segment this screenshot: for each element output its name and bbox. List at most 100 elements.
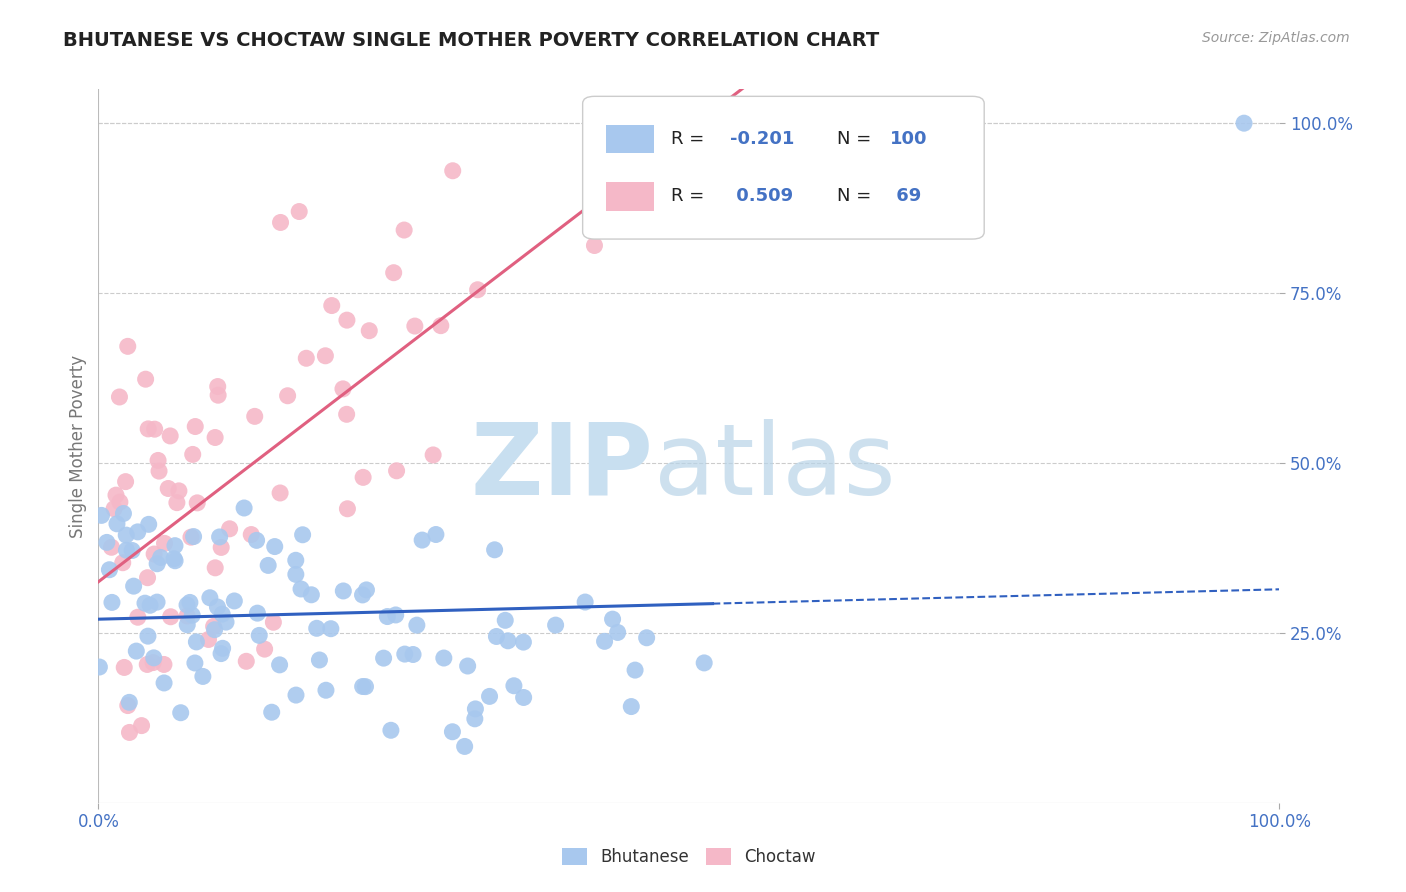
Point — [624, 663, 647, 677]
Text: atlas: atlas — [654, 419, 896, 516]
Point — [453, 739, 475, 754]
Point — [352, 680, 374, 694]
Point — [163, 539, 186, 553]
Point — [111, 556, 134, 570]
Point — [204, 430, 226, 444]
Point — [207, 388, 229, 402]
Point — [103, 501, 125, 516]
Point — [305, 621, 328, 635]
Point — [359, 324, 381, 338]
Point — [136, 657, 159, 672]
Point — [295, 351, 318, 366]
Point — [464, 712, 486, 726]
Point — [354, 680, 377, 694]
Point — [484, 542, 506, 557]
Point — [253, 642, 276, 657]
Point — [90, 508, 112, 523]
Point — [134, 596, 156, 610]
Point — [332, 382, 354, 396]
Point — [131, 718, 153, 732]
Point — [693, 656, 716, 670]
Point — [385, 464, 408, 478]
Point — [146, 557, 169, 571]
Point — [143, 422, 166, 436]
Point — [135, 372, 157, 386]
Point — [112, 660, 135, 674]
Point — [181, 447, 204, 461]
Point — [260, 705, 283, 719]
Point — [314, 349, 336, 363]
Point — [122, 579, 145, 593]
Point — [101, 595, 124, 609]
Point — [127, 610, 149, 624]
Point — [352, 470, 374, 484]
Point — [136, 571, 159, 585]
Point — [284, 567, 307, 582]
Point — [620, 699, 643, 714]
Point — [181, 608, 204, 623]
Point — [118, 695, 141, 709]
Point — [176, 617, 198, 632]
Bar — [606, 182, 654, 211]
Point — [377, 609, 399, 624]
Point — [380, 723, 402, 738]
Point — [184, 656, 207, 670]
Point — [405, 618, 427, 632]
Point — [291, 528, 314, 542]
Point — [636, 631, 658, 645]
Point — [115, 543, 138, 558]
Point — [496, 633, 519, 648]
Text: R =: R = — [671, 187, 710, 205]
Point — [179, 595, 201, 609]
Point — [240, 527, 263, 541]
Point — [163, 551, 186, 566]
Text: Source: ZipAtlas.com: Source: ZipAtlas.com — [1202, 31, 1350, 45]
Text: R =: R = — [671, 130, 710, 148]
Point — [112, 507, 135, 521]
Point — [153, 657, 176, 672]
Point — [245, 533, 267, 548]
Point — [384, 607, 406, 622]
Point — [332, 584, 354, 599]
Point — [544, 618, 567, 632]
Point — [299, 588, 322, 602]
Point — [117, 698, 139, 713]
Point — [204, 561, 226, 575]
Point — [602, 612, 624, 626]
Point — [136, 629, 159, 643]
Point — [233, 501, 256, 516]
Point — [118, 725, 141, 739]
Point — [284, 553, 307, 567]
Point — [186, 635, 208, 649]
Point — [207, 379, 229, 393]
Point — [373, 651, 395, 665]
Point — [262, 615, 284, 630]
Point — [209, 647, 232, 661]
Text: 100: 100 — [890, 130, 927, 148]
Bar — [606, 125, 654, 153]
Point — [184, 419, 207, 434]
Point — [269, 486, 291, 500]
Point — [108, 495, 131, 509]
Point — [98, 563, 121, 577]
Point — [574, 595, 596, 609]
Point — [186, 496, 208, 510]
Point — [215, 615, 238, 629]
Point — [235, 654, 257, 668]
Text: 0.509: 0.509 — [730, 187, 793, 205]
Point — [394, 647, 416, 661]
Text: N =: N = — [837, 130, 876, 148]
Point — [288, 204, 311, 219]
Point — [143, 547, 166, 561]
Point — [336, 313, 359, 327]
Point — [593, 634, 616, 648]
Point — [209, 541, 232, 555]
Point — [321, 299, 343, 313]
Point — [153, 536, 176, 550]
Point — [125, 644, 148, 658]
Point — [138, 517, 160, 532]
Point — [176, 598, 198, 612]
Point — [211, 607, 233, 621]
Point — [204, 623, 226, 637]
Point — [441, 724, 464, 739]
